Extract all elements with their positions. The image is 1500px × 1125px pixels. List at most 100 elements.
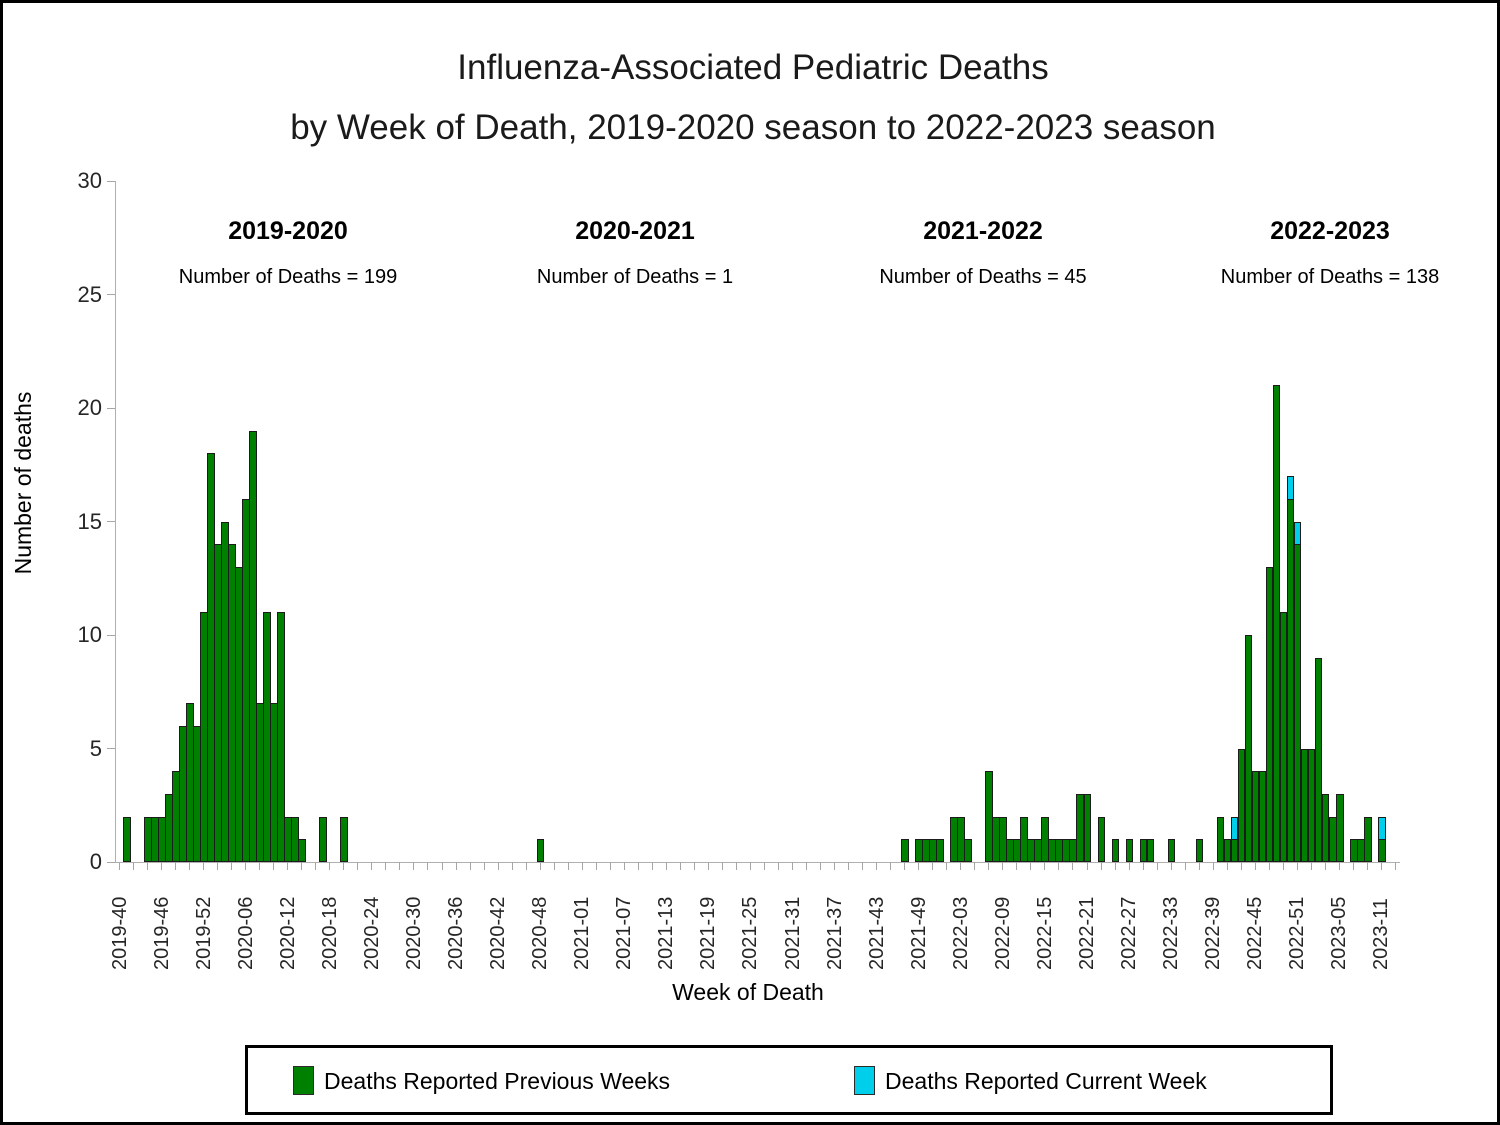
x-axis-tick-2020-26 [385, 862, 387, 870]
x-axis-tick-2020-44 [511, 862, 513, 870]
x-axis-tick-2022-09 [1002, 862, 1004, 870]
bar-previous-2022-33 [1167, 839, 1176, 862]
x-axis-label-2023-11: 2023-11 [1370, 898, 1393, 970]
x-axis-tick-2021-37 [834, 862, 836, 870]
chart-title-line-2: by Week of Death, 2019-2020 season to 20… [290, 108, 1216, 147]
x-axis-tick-2022-31 [1156, 862, 1158, 870]
x-axis-tick-2020-22 [357, 862, 359, 870]
bar-previous-2022-15 [1041, 816, 1050, 862]
x-axis-tick-2022-25 [1114, 862, 1116, 870]
x-axis-tick-2022-45 [1254, 862, 1256, 870]
x-axis-tick-2023-07 [1352, 862, 1354, 870]
x-axis-label-2020-30: 2020-30 [402, 896, 425, 970]
bar-previous-2022-25 [1111, 839, 1120, 862]
legend-box: Deaths Reported Previous Weeks Deaths Re… [245, 1045, 1333, 1115]
x-axis-label-2019-52: 2019-52 [192, 896, 215, 970]
x-axis-tick-2020-12 [287, 862, 289, 870]
x-axis-label-2022-03: 2022-03 [949, 896, 972, 970]
x-axis-tick-2019-46 [161, 862, 163, 870]
x-axis-tick-2021-51 [932, 862, 934, 870]
x-axis-tick-2021-23 [735, 862, 737, 870]
x-axis-tick-2023-13 [1394, 862, 1396, 870]
x-axis-tick-2022-11 [1016, 862, 1018, 870]
bar-previous-2020-48 [536, 839, 545, 862]
season-name-2021-2022: 2021-2022 [923, 217, 1043, 245]
x-axis-tick-2022-03 [960, 862, 962, 870]
bar-previous-2021-52 [936, 839, 944, 862]
x-axis-tick-2022-19 [1072, 862, 1074, 870]
bar-previous-2020-20 [340, 816, 348, 862]
x-axis-tick-2021-33 [806, 862, 808, 870]
x-axis-tick-2021-47 [904, 862, 906, 870]
x-axis-tick-2021-19 [707, 862, 709, 870]
x-axis-tick-2021-27 [764, 862, 765, 870]
legend-label-previous-weeks: Deaths Reported Previous Weeks [324, 1068, 671, 1094]
x-axis-label-2019-40: 2019-40 [108, 896, 131, 970]
x-axis-label-2021-19: 2021-19 [697, 896, 720, 970]
y-axis-title: Number of deaths [10, 391, 36, 575]
x-axis-label-2022-33: 2022-33 [1160, 896, 1183, 970]
bar-previous-2022-30 [1146, 839, 1155, 862]
y-axis-tick-label-20: 20 [77, 395, 102, 420]
x-axis-label-2022-39: 2022-39 [1202, 896, 1225, 970]
y-axis-tick-30 [107, 180, 115, 182]
x-axis-tick-2020-42 [497, 862, 499, 870]
x-axis-tick-2021-17 [693, 862, 695, 870]
x-axis-label-2020-06: 2020-06 [234, 896, 257, 970]
x-axis-tick-2022-39 [1212, 862, 1214, 870]
x-axis-tick-2022-13 [1030, 862, 1032, 870]
x-axis-title: Week of Death [672, 979, 824, 1005]
x-axis-tick-2021-49 [918, 862, 920, 870]
x-axis-label-2020-42: 2020-42 [487, 896, 510, 970]
bar-previous-2020-13 [291, 816, 299, 862]
x-axis-tick-2020-40 [483, 862, 485, 870]
bar-previous-2022-23 [1097, 816, 1106, 862]
bar-previous-2021-47 [901, 839, 909, 862]
plot-area: 0 5 10 15 20 25 30 2019-40 2019-46 2019-52 2020-06… [78, 168, 1400, 970]
bar-previous-2022-04 [964, 839, 972, 862]
bar-previous-2022-40 [1216, 816, 1225, 862]
bar-current-2023-11 [1377, 816, 1386, 841]
x-axis-line [115, 862, 1400, 863]
x-axis-tick-2020-04 [231, 862, 233, 870]
x-axis-tick-2022-23 [1100, 862, 1102, 870]
x-axis-tick-2021-05 [609, 862, 611, 870]
x-axis-tick-2022-05 [974, 862, 976, 870]
x-axis-tick-2019-42 [133, 862, 135, 870]
x-axis-tick-2020-38 [469, 862, 471, 870]
x-axis-tick-2021-25 [749, 862, 751, 870]
x-axis-tick-2021-39 [848, 862, 850, 870]
x-axis-label-2023-05: 2023-05 [1328, 896, 1351, 970]
x-axis-tick-2020-36 [455, 862, 457, 870]
x-axis-label-2021-13: 2021-13 [655, 896, 678, 970]
x-axis-tick-2020-46 [525, 862, 527, 870]
y-axis-tick-label-25: 25 [77, 281, 102, 307]
x-axis-label-2022-09: 2022-09 [991, 896, 1014, 970]
x-axis-tick-2020-34 [441, 862, 443, 870]
x-axis-tick-2021-13 [665, 862, 667, 870]
x-axis-label-2022-15: 2022-15 [1033, 896, 1056, 970]
x-axis-tick-2020-48 [539, 862, 541, 870]
x-axis-label-2022-51: 2022-51 [1286, 896, 1309, 970]
x-axis-tick-2021-09 [637, 862, 639, 870]
bar-previous-2023-09 [1363, 816, 1372, 862]
x-axis-tick-2019-44 [147, 862, 149, 870]
y-axis-tick-25 [107, 294, 115, 295]
x-axis-tick-2020-18 [329, 862, 331, 870]
x-axis-tick-2021-15 [679, 862, 681, 870]
bar-previous-2019-41 [123, 816, 131, 862]
x-axis-tick-2022-33 [1170, 862, 1172, 870]
x-axis-tick-2023-03 [1324, 862, 1326, 870]
x-axis-tick-2021-01 [581, 862, 583, 870]
x-axis-label-2020-48: 2020-48 [529, 896, 552, 970]
x-axis-tick-2019-40 [119, 862, 120, 870]
x-axis-label-2021-25: 2021-25 [739, 896, 762, 970]
x-axis-tick-2022-41 [1226, 862, 1228, 870]
legend-swatch-previous-weeks [293, 1066, 314, 1095]
bar-previous-2020-11 [277, 612, 285, 862]
x-axis-tick-2019-48 [175, 862, 177, 870]
x-axis-tick-2020-24 [371, 862, 373, 870]
season-name-2019-2020: 2019-2020 [228, 217, 348, 245]
x-axis-tick-2020-06 [245, 862, 247, 870]
